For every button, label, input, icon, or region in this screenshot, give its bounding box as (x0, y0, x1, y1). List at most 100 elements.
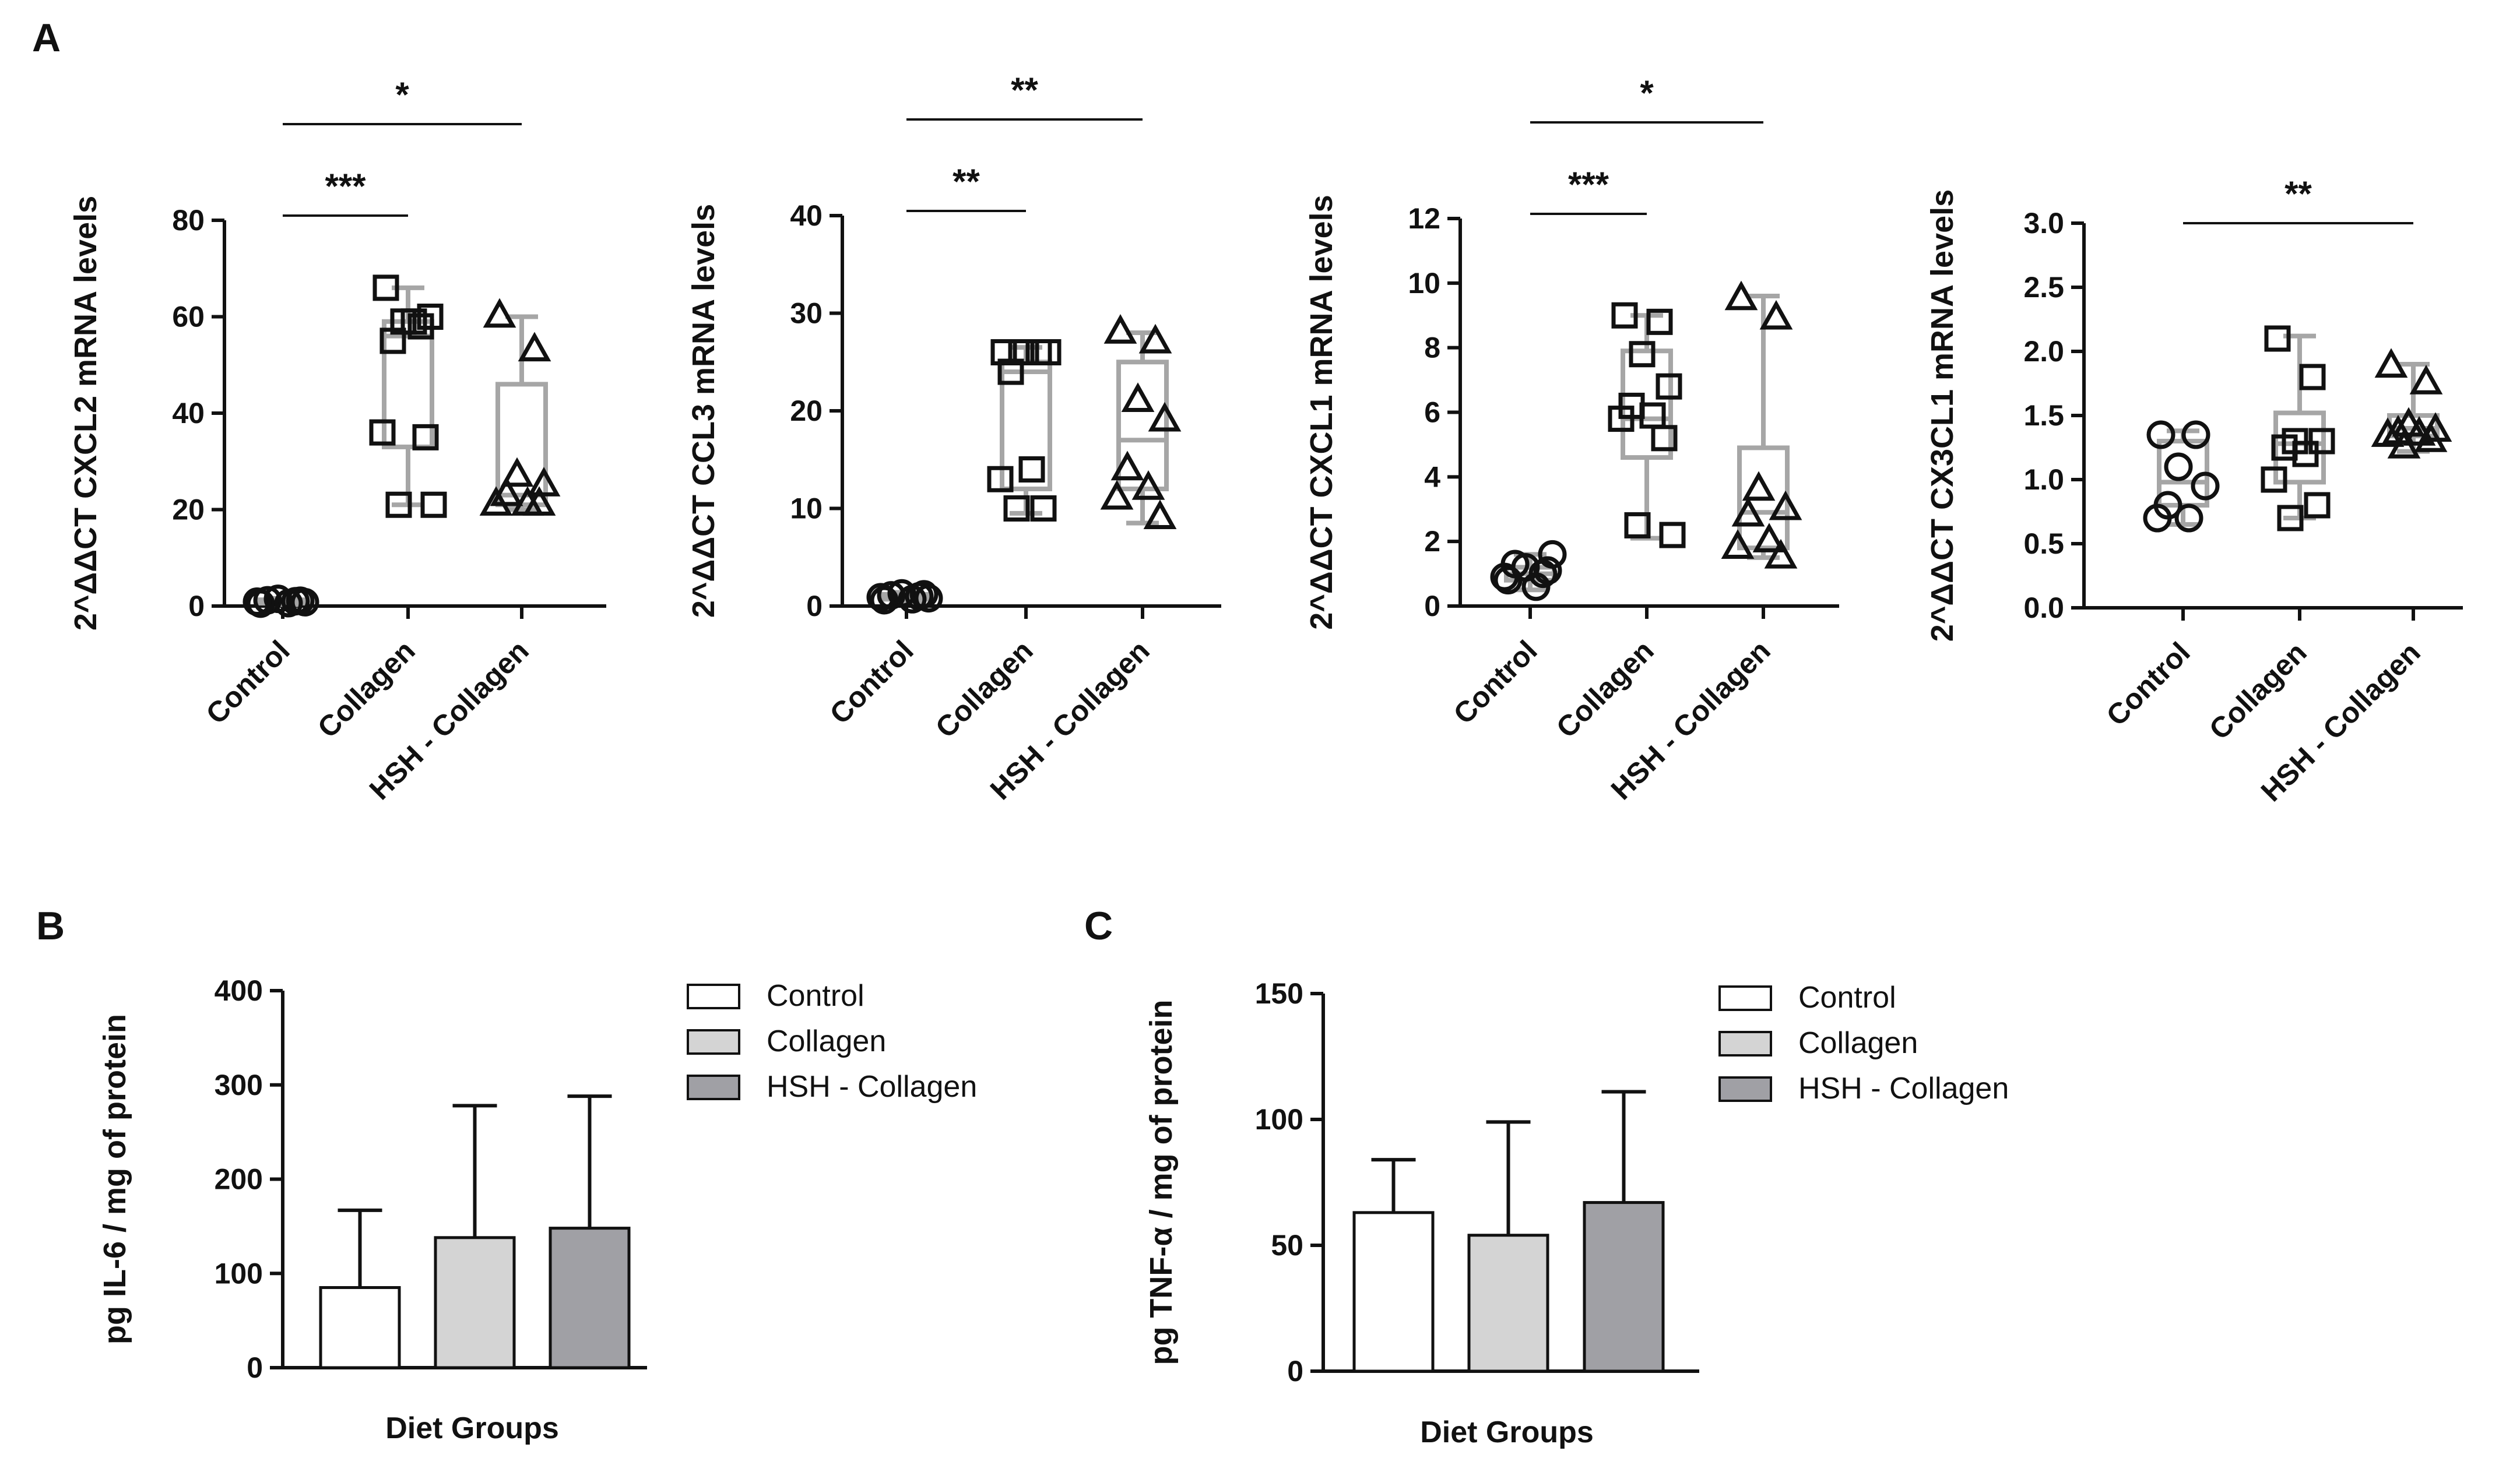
data-point-square (1035, 339, 1062, 365)
x-axis-label: Diet Groups (1420, 1415, 1594, 1449)
category-label: Collagen (311, 634, 421, 744)
panel-label-a: A (32, 16, 61, 60)
y-tick-label: 2 (1424, 525, 1440, 558)
data-point-square (2292, 441, 2319, 467)
legend-swatch (1718, 1031, 1772, 1057)
legend: Control Collagen HSH - Collagen (687, 979, 977, 1104)
data-point-triangle (483, 298, 516, 328)
y-axis-label: 2^ΔΔCT CX3CL1 mRNA levels (1925, 189, 1960, 642)
data-point-circle (2174, 503, 2203, 533)
y-tick-label: 0 (247, 1351, 263, 1384)
data-point-square (1624, 512, 1651, 538)
y-tick-label: 4 (1424, 460, 1440, 493)
data-point-triangle (1143, 499, 1177, 529)
data-point-triangle (1724, 280, 1758, 311)
significance-label: * (395, 75, 409, 114)
y-tick-label: 300 (215, 1069, 263, 1101)
data-point-triangle (1721, 529, 1755, 559)
data-point-square (385, 491, 412, 518)
y-tick-label: 400 (215, 974, 263, 1007)
bar-0 (1352, 1211, 1435, 1373)
y-tick-label: 40 (790, 199, 823, 232)
y-axis-label: 2^ΔΔCT CXCL2 mRNA levels (68, 196, 103, 631)
data-point-circle (2191, 471, 2220, 501)
legend-swatch (687, 1029, 740, 1055)
data-point-square (2299, 364, 2326, 390)
data-point-square (1646, 308, 1673, 335)
y-tick-label: 10 (790, 492, 823, 525)
data-point-square (1651, 425, 1678, 452)
data-point-square (1018, 456, 1045, 483)
box-iqr (1116, 360, 1169, 491)
y-tick-label: 12 (1408, 202, 1440, 235)
data-point-circle (1533, 556, 1562, 585)
legend-label: HSH - Collagen (767, 1070, 977, 1104)
significance-label: ** (953, 162, 980, 201)
data-point-triangle (1731, 496, 1765, 527)
y-axis-label: 2^ΔΔCT CXCL1 mRNA levels (1304, 195, 1339, 629)
category-label: Control (824, 634, 920, 730)
significance-label: ** (1011, 71, 1038, 110)
significance-label: ** (2284, 174, 2312, 213)
category-label: Control (1447, 634, 1544, 730)
data-point-triangle (2409, 365, 2443, 395)
data-point-circle (877, 581, 906, 610)
panel-label-c: C (1084, 904, 1113, 948)
data-point-triangle (518, 332, 551, 362)
data-point-square (379, 327, 406, 354)
data-point-square (990, 339, 1017, 365)
legend-label: HSH - Collagen (1798, 1072, 2009, 1105)
category-label: Collagen (2203, 636, 2313, 746)
data-point-square (372, 274, 399, 301)
legend-label: Control (767, 979, 864, 1013)
bar-1 (434, 1236, 516, 1369)
significance-label: *** (325, 167, 366, 206)
data-point-square (420, 491, 447, 518)
data-point-square (987, 466, 1014, 492)
data-point-triangle (527, 467, 561, 496)
data-point-square (2261, 466, 2287, 493)
data-point-circle (253, 586, 282, 615)
y-axis-label: 2^ΔΔCT CCL3 mRNA levels (686, 204, 721, 618)
y-tick-label: 100 (1255, 1103, 1303, 1136)
data-point-triangle (2371, 417, 2405, 447)
y-tick-label: 10 (1408, 267, 1440, 300)
y-tick-label: 50 (1271, 1229, 1303, 1262)
data-point-circle (2143, 503, 2172, 533)
y-tick-label: 150 (1255, 977, 1303, 1010)
bar-1 (1467, 1234, 1549, 1373)
data-point-square (2277, 505, 2304, 531)
y-tick-label: 0.5 (2023, 527, 2064, 560)
y-tick-label: 30 (790, 297, 823, 330)
bar-panel-c: 0 50 100 150 pg TNF-α / mg of protein Diet Gr… (1144, 977, 2009, 1449)
y-tick-label: 20 (790, 395, 823, 427)
y-tick-label: 200 (215, 1163, 263, 1196)
legend-swatch (687, 984, 740, 1009)
legend-label: Control (1798, 981, 1896, 1015)
legend-label: Collagen (767, 1024, 886, 1058)
y-tick-label: 100 (215, 1257, 263, 1290)
bar-2 (1583, 1201, 1665, 1373)
bar-panel-b: 0 100 200 300 400 pg IL-6 / mg of protein Diet… (97, 974, 977, 1445)
data-point-circle (1538, 540, 1567, 569)
legend-swatch (687, 1075, 740, 1100)
data-point-triangle (1100, 480, 1134, 510)
y-tick-label: 0 (1424, 590, 1440, 622)
data-point-triangle (522, 486, 556, 516)
legend: Control Collagen HSH - Collagen (1718, 981, 2009, 1105)
data-point-triangle (1752, 523, 1786, 552)
data-point-square (400, 308, 427, 335)
y-axis-label: pg IL-6 / mg of protein (97, 1014, 132, 1344)
data-point-circle (866, 583, 895, 612)
significance-label: *** (1568, 165, 1609, 204)
category-label: Collagen (1550, 634, 1660, 744)
y-tick-label: 60 (172, 301, 205, 333)
data-point-circle (1490, 562, 1519, 591)
data-point-triangle (1759, 300, 1793, 330)
data-point-square (1030, 495, 1057, 522)
box-iqr (1621, 348, 1673, 460)
data-point-square (1608, 406, 1635, 432)
